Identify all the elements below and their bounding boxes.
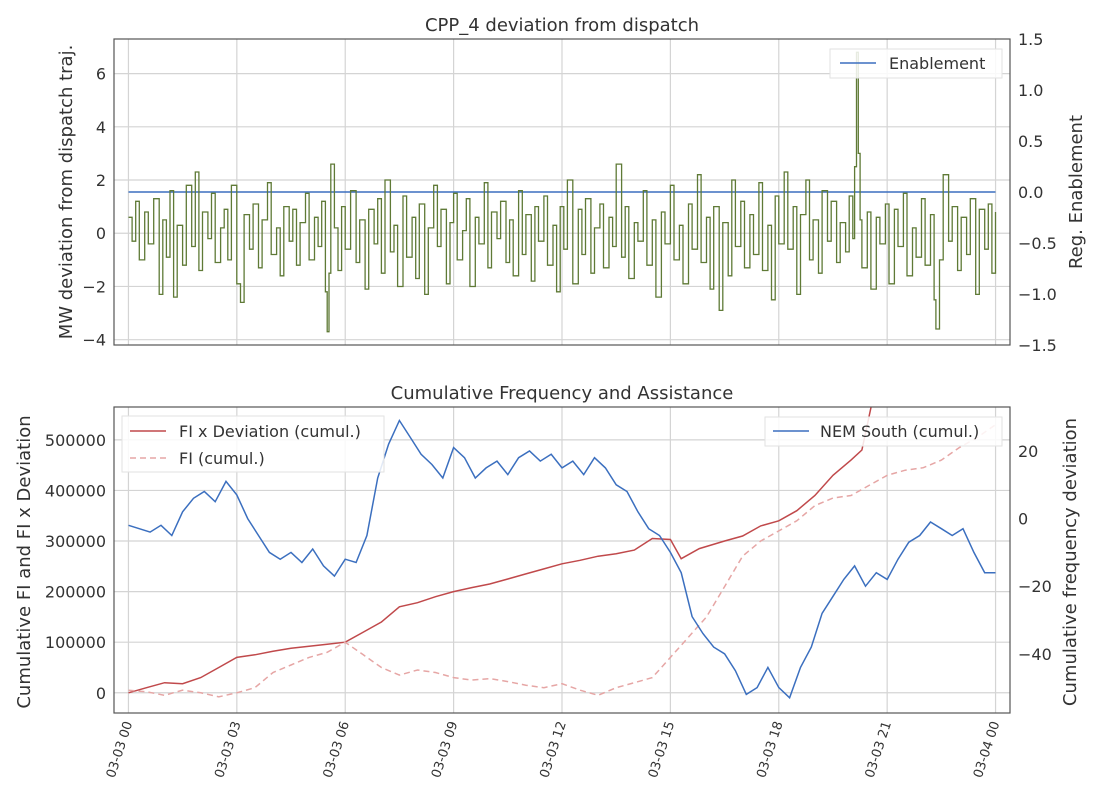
series-line-bot-2 (128, 418, 996, 700)
right-axis-tick-label: 20 (1018, 442, 1038, 461)
left-axis-tick-label: 0 (96, 684, 106, 703)
legend-nem-south-label: NEM South (cumul.) (820, 422, 979, 441)
top-plot-frame (113, 38, 1011, 346)
series-line-top-1 (128, 51, 997, 333)
x-axis-tick-label: 03-03 15 (646, 720, 678, 780)
x-axis-tick-label: 03-04 00 (971, 720, 1003, 780)
left-axis-tick-label: −4 (82, 331, 106, 350)
bottom-legend-left-box (121, 415, 385, 473)
top-left-axis-ticks: 6 4 2 0 −2 −4 (82, 65, 106, 350)
bottom-panel: Cumulative Frequency and Assistance 5000… (14, 383, 1081, 780)
top-panel: CPP_4 deviation from dispatch 6 4 2 0 −2 −4 1… (56, 15, 1087, 355)
bottom-left-axis-label: Cumulative FI and FI x Deviation (14, 415, 35, 708)
right-axis-tick-label: 0.0 (1018, 183, 1043, 202)
x-axis-tick-label: 03-03 00 (104, 720, 136, 780)
x-axis-tick-label: 03-03 09 (429, 720, 461, 780)
bottom-x-axis-ticks: 03-03 00 03-03 03 03-03 06 03-03 09 03-03 12… (104, 720, 1003, 780)
left-axis-tick-label: 400000 (45, 481, 106, 500)
legend-fi-label: FI (cumul.) (179, 449, 265, 468)
bottom-legend-right: NEM South (cumul.) (764, 416, 1003, 447)
right-axis-tick-label: −1.0 (1018, 285, 1057, 304)
bottom-legend-left: FI x Deviation (cumul.) FI (cumul.) (121, 415, 385, 473)
left-axis-tick-label: 6 (96, 65, 106, 84)
legend-enablement-label: Enablement (889, 54, 985, 73)
left-axis-tick-label: 500000 (45, 431, 106, 450)
top-chart-title: CPP_4 deviation from dispatch (425, 15, 699, 36)
right-axis-tick-label: 0.5 (1018, 132, 1043, 151)
left-axis-tick-label: 100000 (45, 633, 106, 652)
series-line-bot-1 (128, 424, 996, 698)
x-axis-tick-label: 03-03 21 (863, 720, 895, 780)
x-axis-tick-label: 03-03 03 (212, 720, 244, 780)
left-axis-tick-label: 300000 (45, 532, 106, 551)
bottom-series-layer (128, 407, 996, 700)
right-axis-tick-label: −20 (1018, 577, 1052, 596)
right-axis-tick-label: 1.0 (1018, 81, 1043, 100)
bottom-plot-frame (113, 406, 1011, 714)
left-axis-tick-label: −2 (82, 277, 106, 296)
x-axis-tick-label: 03-03 18 (754, 720, 786, 780)
right-axis-tick-label: −1.5 (1018, 336, 1057, 355)
left-axis-tick-label: 4 (96, 118, 106, 137)
top-legend: Enablement (829, 48, 1003, 79)
top-left-axis-label: MW deviation from dispatch traj. (56, 45, 77, 340)
bottom-left-axis-ticks: 500000 400000 300000 200000 100000 0 (45, 431, 106, 703)
bottom-right-axis-ticks: 20 0 −20 −40 (1018, 442, 1052, 664)
left-axis-tick-label: 2 (96, 171, 106, 190)
right-axis-tick-label: 0 (1018, 510, 1028, 529)
right-axis-tick-label: −40 (1018, 645, 1052, 664)
series-line-bot-0 (128, 407, 872, 694)
legend-fi-x-deviation-label: FI x Deviation (cumul.) (179, 422, 361, 441)
right-axis-tick-label: −0.5 (1018, 234, 1057, 253)
bottom-right-axis-label: Cumulative frequency deviation (1060, 418, 1081, 706)
bottom-chart-title: Cumulative Frequency and Assistance (391, 383, 734, 404)
x-axis-tick-label: 03-03 06 (321, 720, 353, 780)
left-axis-tick-label: 200000 (45, 583, 106, 602)
left-axis-tick-label: 0 (96, 224, 106, 243)
right-axis-tick-label: 1.5 (1018, 30, 1043, 49)
top-right-axis-ticks: 1.5 1.0 0.5 0.0 −0.5 −1.0 −1.5 (1018, 30, 1057, 355)
top-series-layer (128, 51, 997, 333)
x-axis-tick-label: 03-03 12 (537, 720, 569, 780)
top-right-axis-label: Reg. Enablement (1066, 115, 1087, 269)
